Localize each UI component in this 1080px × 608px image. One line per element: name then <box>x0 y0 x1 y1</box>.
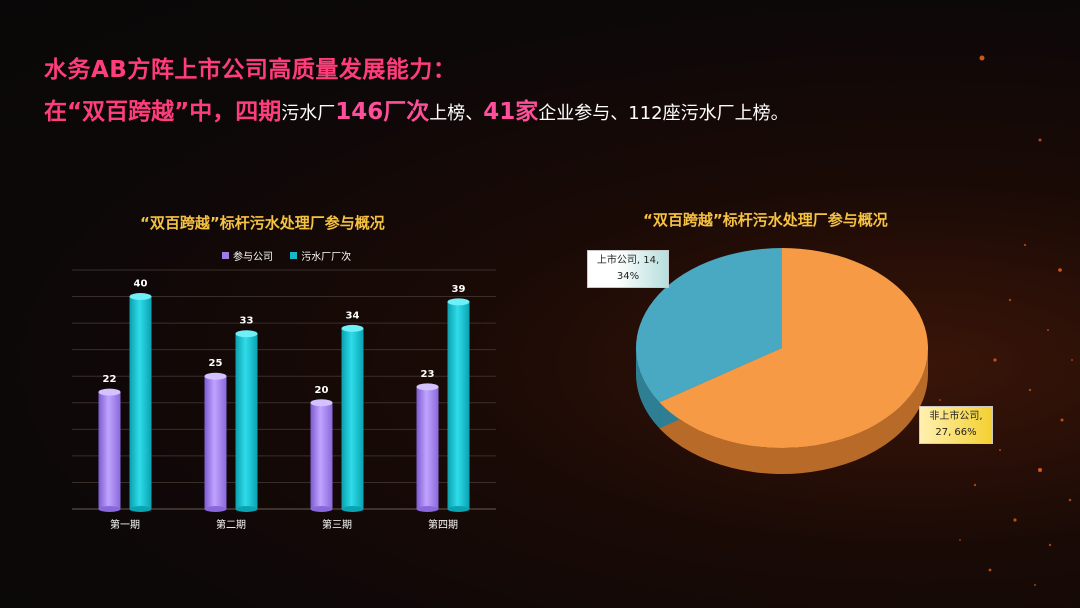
bar-value-label: 33 <box>240 316 254 327</box>
pie-slice-unlisted-side <box>659 348 928 474</box>
x-tick-label: 第四期 <box>428 518 458 531</box>
headline-segment: 上榜、 <box>429 103 484 124</box>
pie-label-line: 上市公司, 14, <box>596 255 660 266</box>
bar-plants <box>447 298 470 512</box>
bar-participation <box>204 372 227 512</box>
bar-value-label: 22 <box>103 374 117 385</box>
pie-chart-title: “双百跨越”标杆污水处理厂参与概况 <box>643 211 888 229</box>
pie-slice-listed <box>636 248 782 403</box>
headline-segment: 企业参与、112座污水厂上榜。 <box>538 103 789 124</box>
pie-label-line: 非上市公司, <box>929 411 983 422</box>
bar-participation-body <box>204 376 227 509</box>
bar-plants-body <box>447 301 470 509</box>
bar-participation-body <box>98 392 121 509</box>
legend-item-participation: 参与公司 <box>222 248 273 263</box>
bar-participation-cap <box>310 399 333 407</box>
bar-plants-cap <box>129 293 152 301</box>
bar-plants-base <box>235 506 258 512</box>
headline-segment: 146厂次 <box>335 99 430 125</box>
headline-segment: 41家 <box>483 99 539 125</box>
bar-participation-base <box>416 506 439 512</box>
x-tick-label: 第二期 <box>216 518 246 531</box>
bar-plants <box>235 330 258 512</box>
headline-subtitle: 在“双百跨越”中，四期污水厂146厂次上榜、41家企业参与、112座污水厂上榜。 <box>44 92 1044 126</box>
bar-chart-title: “双百跨越”标杆污水处理厂参与概况 <box>140 214 385 232</box>
legend-swatch <box>290 252 298 259</box>
bar-chart-legend: 参与公司 污水厂厂次 <box>222 248 365 263</box>
bar-value-label: 39 <box>452 284 466 295</box>
bar-participation <box>310 399 333 512</box>
pie-label-line: 34% <box>616 271 640 282</box>
bar-value-label: 40 <box>134 279 148 290</box>
pie-label-listed: 上市公司, 14, 34% <box>587 250 669 288</box>
headline-segment: 在“双百跨越”中，四期 <box>44 99 282 125</box>
pie-label-unlisted: 非上市公司, 27, 66% <box>919 406 993 444</box>
x-tick-label: 第三期 <box>322 518 352 531</box>
legend-label: 污水厂厂次 <box>301 252 352 263</box>
bar-plants-body <box>235 333 258 509</box>
bar-participation-body <box>310 402 333 509</box>
bar-plants-cap <box>341 324 364 332</box>
bar-value-label: 23 <box>421 369 435 380</box>
headline-title: 水务AB方阵上市公司高质量发展能力： <box>44 57 457 83</box>
bar-plants-cap <box>447 298 470 306</box>
x-tick-label: 第一期 <box>110 518 140 531</box>
bar-participation-cap <box>416 383 439 391</box>
bar-plants-base <box>341 506 364 512</box>
bar-plants <box>129 293 152 512</box>
headline: 水务AB方阵上市公司高质量发展能力： 在“双百跨越”中，四期污水厂146厂次上榜… <box>44 50 1044 126</box>
pie-slice-unlisted <box>659 248 928 448</box>
legend-item-plants: 污水厂厂次 <box>290 248 351 263</box>
bar-value-label: 34 <box>346 310 360 321</box>
bar-plants <box>341 324 364 512</box>
bar-participation-body <box>416 386 439 509</box>
bar-participation <box>98 388 121 512</box>
bar-plants-body <box>341 328 364 509</box>
bar-participation-cap <box>98 388 121 396</box>
bar-participation-base <box>98 506 121 512</box>
bar-participation <box>416 383 439 512</box>
headline-segment: 污水厂 <box>281 103 336 124</box>
legend-swatch <box>222 252 229 259</box>
bar-plants-cap <box>235 330 258 338</box>
bar-participation-cap <box>204 372 227 380</box>
legend-label: 参与公司 <box>233 252 273 263</box>
bar-value-label: 25 <box>209 358 223 369</box>
pie-slice-listed-side <box>636 348 660 429</box>
bar-value-label: 20 <box>315 385 329 396</box>
bar-plants-body <box>129 296 152 509</box>
bar-plants-base <box>447 506 470 512</box>
bar-participation-base <box>204 506 227 512</box>
pie-label-line: 27, 66% <box>935 427 977 438</box>
bar-participation-base <box>310 506 333 512</box>
bar-plants-base <box>129 506 152 512</box>
